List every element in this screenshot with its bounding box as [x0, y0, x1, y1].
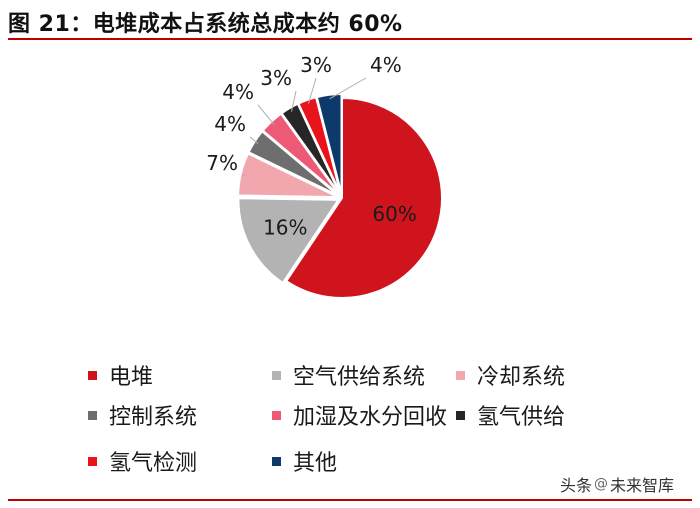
legend-item-5: 加湿及水分回收 [272, 399, 447, 431]
top-rule [8, 38, 692, 40]
legend-label-4: 控制系统 [109, 405, 198, 430]
pie-slice-1 [284, 96, 443, 299]
pie-label-8: 4% [370, 53, 402, 77]
legend-item-3: 冷却系统 [456, 359, 565, 391]
legend-swatch-7 [88, 456, 97, 466]
watermark: 头条 @ 未来智库 [560, 472, 674, 496]
pie-label-3: 7% [206, 151, 238, 175]
pie-label-5: 4% [222, 80, 254, 104]
watermark-at-icon: @ [594, 476, 609, 492]
bottom-rule [8, 499, 692, 501]
watermark-prefix: 头条 [560, 476, 593, 495]
pie-slice-2 [237, 197, 341, 285]
pie-labels: 60%16%7%4%4%3%3% 4% [206, 53, 417, 240]
legend-label-1: 电堆 [109, 365, 154, 390]
legend-item-4: 控制系统 [88, 399, 197, 431]
legend-item-6: 氢气供给 [456, 399, 565, 431]
legend-swatch-6 [456, 410, 465, 420]
pie-slice-8 [315, 93, 343, 195]
watermark-name: 未来智库 [610, 476, 675, 495]
legend-label-6: 氢气供给 [477, 405, 566, 430]
legend-label-7: 氢气检测 [109, 451, 198, 476]
leader-line-4 [249, 136, 259, 144]
pie-label-6: 3% [260, 66, 292, 90]
legend-label-8: 其他 [293, 451, 338, 476]
legend-label-5: 加湿及水分回收 [293, 405, 448, 430]
leader-line-8 [329, 77, 367, 100]
pie-leader-lines [241, 77, 367, 177]
legend-swatch-8 [272, 456, 281, 466]
pie-label-1: 60% [372, 202, 416, 226]
leader-line-3 [241, 174, 245, 177]
legend-label-3: 冷却系统 [477, 365, 566, 390]
legend-item-7: 氢气检测 [88, 445, 197, 477]
legend-label-2: 空气供给系统 [293, 365, 426, 390]
chart-title: 图 21：电堆成本占系统总成本约 60% [8, 12, 403, 37]
legend-item-8: 其他 [272, 445, 337, 477]
pie-label-4: 4% [214, 112, 246, 136]
legend-swatch-1 [88, 370, 97, 380]
pie-label-7: 3% [300, 53, 332, 77]
leader-line-5 [257, 104, 275, 125]
pie-slices [237, 93, 443, 299]
legend-swatch-2 [272, 370, 281, 380]
pie-label-2: 16% [263, 216, 307, 240]
legend-swatch-4 [88, 410, 97, 420]
leader-line-7 [307, 77, 317, 104]
leader-line-6 [291, 90, 297, 112]
legend-swatch-5 [272, 410, 281, 420]
pie-slice-3 [237, 152, 339, 199]
legend-item-1: 电堆 [88, 359, 153, 391]
legend-swatch-3 [456, 370, 465, 380]
legend-item-2: 空气供给系统 [272, 359, 425, 391]
